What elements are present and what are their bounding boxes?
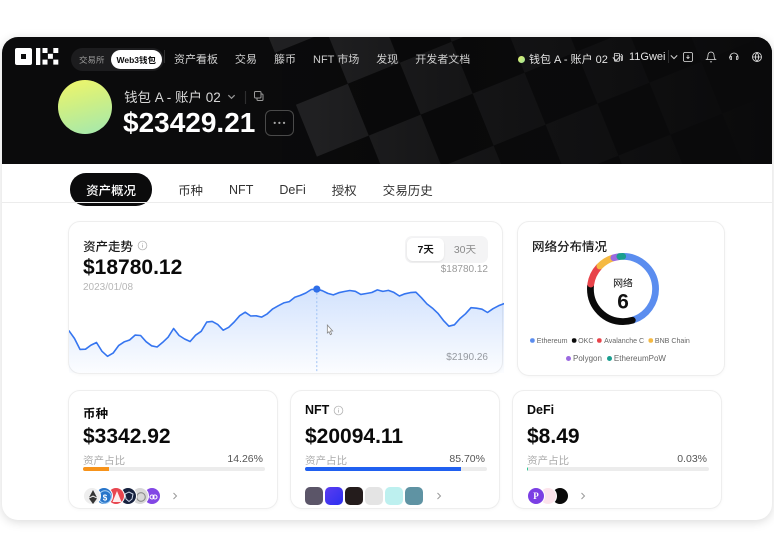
svg-text:6: 6 [617, 290, 629, 313]
svg-text:网络: 网络 [613, 275, 633, 290]
svg-text:$: $ [103, 494, 108, 503]
